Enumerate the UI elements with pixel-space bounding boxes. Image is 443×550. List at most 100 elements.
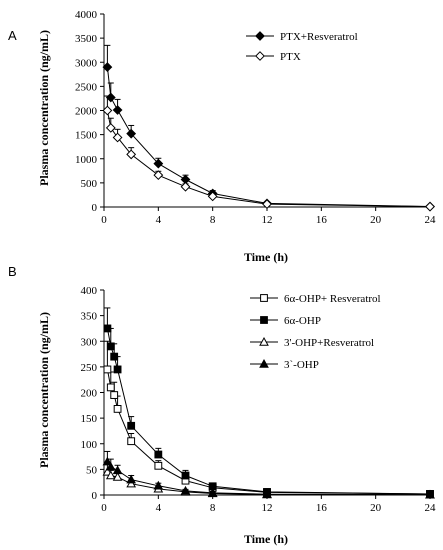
panel-b-legend-label: 3`-OHP — [284, 359, 319, 371]
panel-b-data-point — [106, 383, 115, 392]
panel-a-legend-marker — [255, 51, 265, 61]
panel-b-legend-label: 6α-OHP+ Resveratrol — [284, 293, 381, 305]
panel-b-data-point — [153, 480, 164, 490]
panel-b-y-tick-label: 400 — [81, 285, 98, 297]
panel-b-y-tick-label: 350 — [81, 311, 98, 323]
panel-b-data-point — [105, 461, 116, 471]
panel-b-data-point — [110, 352, 119, 361]
panel-a-x-tick-label: 16 — [316, 214, 328, 226]
panel-b-data-point — [154, 450, 163, 459]
panel-a-y-tick-label: 1000 — [75, 154, 98, 166]
panel-a-y-tick-label: 3500 — [75, 33, 98, 45]
panel-b-series-line — [106, 328, 431, 495]
panel-b-x-tick-label: 20 — [370, 502, 382, 514]
panel-b-data-point — [207, 487, 218, 497]
panel-a-series-line — [106, 67, 431, 207]
panel-b-y-tick-label: 50 — [86, 464, 98, 476]
panel-b-data-point — [110, 391, 119, 399]
panel-a-xlabel: Time (h) — [244, 250, 288, 264]
panel-a-x-tick-label: 24 — [425, 214, 437, 226]
panel-b-legend-label: 3'-OHP+Resveratrol — [284, 337, 374, 349]
panel-b-y-tick-label: 150 — [81, 413, 98, 425]
panel-b-legend-marker — [259, 336, 269, 346]
panel-b-data-point — [106, 342, 115, 351]
panel-b-series-4 — [102, 450, 435, 499]
panel-a-x-tick-label: 20 — [370, 214, 382, 226]
panel-b-data-point — [113, 405, 122, 413]
panel-a-legend-label: PTX — [280, 51, 301, 63]
panel-a-ylabel: Plasma concentration (ng/mL) — [37, 30, 51, 186]
panel-b-data-point — [112, 472, 123, 481]
panel-b-data-point — [112, 465, 123, 475]
panel-a-y-tick-label: 1500 — [75, 130, 98, 142]
panel-a-data-point — [153, 170, 164, 181]
panel-a-data-point — [105, 122, 116, 133]
panel-b-legend-marker — [260, 294, 268, 302]
panel-b-legend-item: 6α-OHP — [250, 315, 321, 327]
panel-b-legend-label: 6α-OHP — [284, 315, 321, 327]
panel-a-legend-marker — [255, 31, 265, 41]
panel-b-data-point — [180, 485, 191, 495]
panel-b-y-tick-label: 300 — [81, 336, 98, 348]
panel-b-legend-item: 6α-OHP+ Resveratrol — [250, 293, 381, 305]
panel-b-data-point — [105, 470, 116, 480]
panel-a-data-point — [126, 128, 137, 139]
panel-b-legend-item: 3`-OHP — [250, 358, 319, 371]
panel-a-chart: A Plasma concentration (ng/mL) Time (h) … — [8, 9, 436, 264]
panel-a-legend-item: PTX+Resveratrol — [246, 31, 358, 43]
panel-b-data-point — [127, 421, 136, 430]
panel-b-legend-item: 3'-OHP+Resveratrol — [250, 336, 374, 349]
panel-b-x-tick-label: 0 — [101, 502, 107, 514]
panel-b-series-line — [106, 369, 431, 495]
panel-b-x-tick-label: 24 — [425, 502, 437, 514]
panel-b-data-point — [113, 365, 122, 374]
panel-a-series-2 — [102, 95, 435, 212]
panel-b-legend-marker — [260, 316, 268, 324]
panel-b-data-point — [103, 365, 112, 374]
panel-b-data-point — [262, 489, 272, 498]
panel-b-x-tick-label: 16 — [316, 502, 328, 514]
panel-b-legend: 6α-OHP+ Resveratrol 6α-OHP 3'-OHP+Resverat… — [250, 293, 381, 371]
panel-b-y-tick-label: 100 — [81, 439, 98, 451]
panel-a-y-tick-label: 4000 — [75, 9, 98, 21]
panel-b-series-1 — [103, 340, 434, 498]
panel-a-data-point — [102, 62, 113, 72]
panel-a-data-point — [112, 105, 123, 115]
panel-b-x-tick-label: 12 — [262, 502, 273, 514]
panel-b-y-tick-label: 0 — [92, 490, 98, 502]
panel-a-data-point — [153, 158, 164, 169]
panel-b-x-tick-label: 8 — [210, 502, 216, 514]
panel-a-x-tick-label: 4 — [156, 214, 162, 226]
panel-a-data-point — [180, 181, 191, 192]
panel-a-data-point — [262, 199, 272, 210]
panel-b-y-tick-label: 250 — [81, 362, 98, 374]
panel-b-chart: B Plasma concentration (ng/mL) Time (h) … — [8, 264, 436, 546]
panel-b-letter: B — [8, 264, 17, 279]
panel-a-y-tick-label: 2000 — [75, 106, 98, 118]
panel-a-legend-item: PTX — [246, 51, 301, 63]
panel-b-data-point — [102, 456, 113, 466]
panel-a-x-tick-label: 0 — [101, 214, 107, 226]
panel-a-data-point — [126, 149, 137, 160]
panel-b-series-2 — [103, 307, 434, 498]
panel-a-y-tick-label: 3000 — [75, 57, 98, 69]
panel-a-y-tick-label: 0 — [92, 202, 98, 214]
panel-b-data-point — [126, 474, 137, 484]
panel-a-legend: PTX+Resveratrol PTX — [246, 31, 358, 63]
panel-b-x-tick-label: 4 — [156, 502, 162, 514]
panel-b-data-point — [103, 324, 112, 333]
panel-b-legend-marker — [259, 358, 269, 368]
panel-a-series-1 — [102, 44, 435, 212]
panel-b-data-point — [127, 437, 136, 446]
panel-a-data-point — [425, 201, 435, 212]
panel-a-data-point — [102, 105, 113, 116]
panel-a-legend-label: PTX+Resveratrol — [280, 31, 358, 43]
panel-a-x-tick-label: 8 — [210, 214, 216, 226]
panel-a-y-tick-label: 2500 — [75, 81, 98, 93]
panel-b-data-point — [154, 461, 163, 470]
panel-a-y-tick-label: 500 — [81, 178, 98, 190]
panel-a-letter: A — [8, 28, 17, 43]
panel-a-data-point — [112, 132, 123, 143]
panel-b-data-point — [181, 471, 190, 480]
